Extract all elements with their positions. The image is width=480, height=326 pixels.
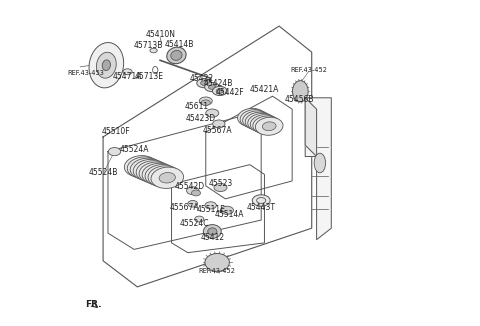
Text: 45713B: 45713B: [134, 41, 163, 50]
Ellipse shape: [201, 100, 210, 105]
Ellipse shape: [243, 111, 270, 129]
Text: 45523: 45523: [208, 179, 233, 188]
Ellipse shape: [201, 81, 208, 85]
Ellipse shape: [205, 202, 216, 209]
Ellipse shape: [253, 116, 280, 134]
Text: 45414B: 45414B: [165, 40, 194, 50]
Text: 45713E: 45713E: [134, 72, 163, 81]
Ellipse shape: [260, 121, 274, 129]
Ellipse shape: [252, 117, 266, 126]
Ellipse shape: [263, 122, 276, 131]
Ellipse shape: [248, 113, 276, 131]
Ellipse shape: [197, 79, 212, 88]
Ellipse shape: [144, 166, 161, 177]
Ellipse shape: [108, 147, 120, 156]
Ellipse shape: [240, 110, 268, 128]
Ellipse shape: [204, 225, 221, 238]
Text: 45511E: 45511E: [196, 205, 225, 214]
Ellipse shape: [238, 108, 265, 126]
Ellipse shape: [145, 165, 178, 186]
Ellipse shape: [192, 190, 201, 196]
Ellipse shape: [187, 187, 199, 195]
Text: 45442F: 45442F: [215, 88, 244, 97]
Ellipse shape: [213, 86, 227, 96]
Ellipse shape: [208, 85, 216, 89]
Ellipse shape: [205, 254, 229, 271]
Ellipse shape: [124, 156, 157, 177]
Ellipse shape: [148, 166, 180, 187]
Ellipse shape: [89, 42, 124, 88]
Ellipse shape: [213, 120, 225, 128]
Ellipse shape: [255, 118, 268, 127]
Ellipse shape: [123, 69, 132, 75]
Text: REF.43-452: REF.43-452: [199, 268, 236, 274]
Ellipse shape: [199, 97, 212, 105]
Ellipse shape: [204, 82, 219, 92]
Text: 45471A: 45471A: [113, 72, 142, 82]
Ellipse shape: [220, 206, 233, 215]
Text: 45410N: 45410N: [145, 30, 175, 39]
Ellipse shape: [141, 165, 157, 175]
Text: REF.43-453: REF.43-453: [68, 70, 105, 76]
Ellipse shape: [216, 89, 223, 93]
Ellipse shape: [151, 167, 183, 188]
Ellipse shape: [247, 114, 261, 123]
Ellipse shape: [195, 216, 204, 222]
Text: 45542D: 45542D: [174, 182, 204, 191]
Polygon shape: [305, 98, 331, 240]
Text: 45424B: 45424B: [204, 79, 233, 88]
Ellipse shape: [127, 157, 160, 178]
Text: 45421A: 45421A: [250, 85, 279, 94]
Ellipse shape: [150, 48, 157, 53]
Ellipse shape: [214, 183, 227, 192]
Ellipse shape: [292, 81, 308, 102]
Ellipse shape: [171, 51, 182, 60]
Text: 45524A: 45524A: [120, 145, 149, 155]
Ellipse shape: [133, 159, 166, 181]
Text: 45510F: 45510F: [101, 126, 130, 136]
Ellipse shape: [257, 119, 271, 128]
Ellipse shape: [252, 195, 270, 206]
Ellipse shape: [147, 168, 164, 178]
Text: 45422: 45422: [190, 74, 214, 83]
Text: 45524C: 45524C: [180, 219, 209, 228]
Text: 45443T: 45443T: [247, 202, 276, 212]
Ellipse shape: [167, 47, 186, 64]
Text: 45514A: 45514A: [215, 210, 244, 219]
Ellipse shape: [139, 162, 172, 183]
Ellipse shape: [138, 164, 155, 174]
Ellipse shape: [208, 228, 217, 235]
Text: 45423D: 45423D: [186, 114, 216, 123]
Ellipse shape: [102, 60, 110, 70]
Ellipse shape: [245, 113, 258, 122]
Ellipse shape: [135, 162, 152, 173]
Ellipse shape: [159, 172, 175, 183]
Ellipse shape: [130, 158, 163, 180]
Ellipse shape: [314, 153, 325, 173]
Ellipse shape: [206, 109, 219, 117]
Ellipse shape: [136, 161, 168, 182]
Text: REF.43-452: REF.43-452: [290, 67, 327, 73]
Ellipse shape: [156, 171, 172, 182]
Ellipse shape: [250, 115, 278, 133]
Text: 45456B: 45456B: [285, 95, 314, 104]
Ellipse shape: [150, 169, 167, 179]
Text: FR.: FR.: [85, 300, 102, 309]
Ellipse shape: [255, 117, 283, 135]
Ellipse shape: [142, 163, 175, 185]
Text: 45567A: 45567A: [170, 203, 199, 212]
Text: 45567A: 45567A: [203, 126, 232, 135]
Ellipse shape: [245, 112, 273, 130]
Ellipse shape: [132, 161, 149, 171]
Ellipse shape: [250, 115, 264, 124]
Ellipse shape: [96, 52, 116, 78]
Text: 45524B: 45524B: [89, 168, 119, 177]
Ellipse shape: [188, 200, 198, 207]
Polygon shape: [305, 98, 317, 156]
Ellipse shape: [153, 170, 169, 181]
Text: 45412: 45412: [200, 233, 224, 243]
Text: 45611: 45611: [185, 102, 209, 111]
